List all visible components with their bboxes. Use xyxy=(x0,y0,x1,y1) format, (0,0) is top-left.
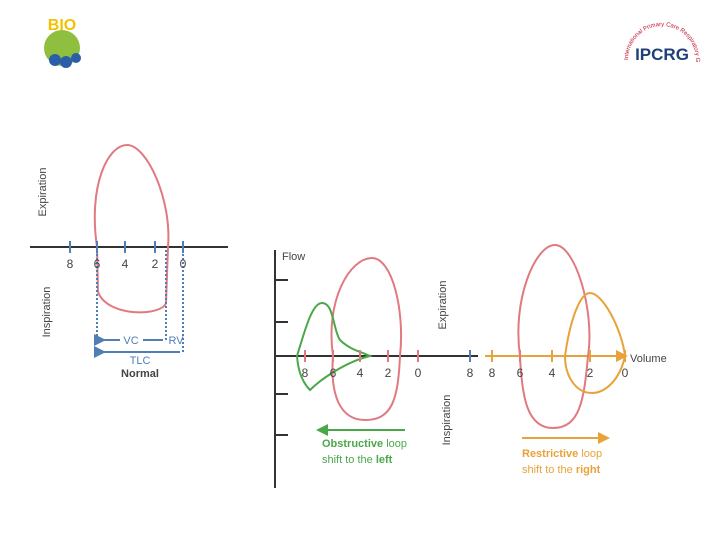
tick-label: 6 xyxy=(517,366,524,380)
caption-rest: loop xyxy=(383,438,407,450)
volume-label: Volume xyxy=(630,353,667,365)
logo-name: IPCRG xyxy=(635,45,689,64)
caption-bold: Restrictive xyxy=(522,448,578,460)
abnormal-diagram: Flow Volume Expiration Inspiration Obstr… xyxy=(274,243,667,488)
normal-diagram: VC RV TLC Normal Expiration Inspiration xyxy=(30,143,228,380)
tick-label: 8 xyxy=(67,257,74,271)
expiration-label: Expiration xyxy=(437,281,449,330)
obstructive-caption-2: shift to the left xyxy=(322,454,393,466)
inspiration-label: Inspiration xyxy=(441,395,453,446)
expiration-label: Expiration xyxy=(37,168,49,217)
tick-label: 2 xyxy=(385,366,392,380)
tick-label: 0 xyxy=(415,366,422,380)
tick-label: 2 xyxy=(152,257,159,271)
caption-bold: left xyxy=(376,454,393,466)
tick-label: 4 xyxy=(357,366,364,380)
tick-label: 8 xyxy=(467,366,474,380)
caption-rest: shift to the xyxy=(322,454,376,466)
inspiration-label: Inspiration xyxy=(41,287,53,338)
vc-label: VC xyxy=(123,335,138,347)
logo-ring: International Primary Care Respiratory G… xyxy=(0,0,700,63)
normal-caption: Normal xyxy=(121,368,159,380)
rv-label: RV xyxy=(168,335,184,347)
tick-label: 4 xyxy=(549,366,556,380)
obstructive-caption: Obstructive loop xyxy=(322,438,407,450)
left-logo: BIO xyxy=(44,17,81,68)
tlc-label: TLC xyxy=(130,355,151,367)
tick-label: 2 xyxy=(587,366,594,380)
flow-label: Flow xyxy=(282,251,305,263)
tick-label: 0 xyxy=(622,366,629,380)
logo-ring-path: International Primary Care Respiratory G… xyxy=(0,0,700,63)
tick-label: 0 xyxy=(180,257,187,271)
caption-rest: shift to the xyxy=(522,464,576,476)
right-logo: International Primary Care Respiratory G… xyxy=(0,0,700,64)
restrictive-caption-2: shift to the right xyxy=(522,464,601,476)
caption-bold: right xyxy=(576,464,601,476)
restrictive-caption: Restrictive loop xyxy=(522,448,602,460)
caption-bold: Obstructive xyxy=(322,438,383,450)
tick-label: 8 xyxy=(302,366,309,380)
logo-text: BIO xyxy=(48,17,76,34)
tick-label: 6 xyxy=(94,257,101,271)
tick-label: 4 xyxy=(122,257,129,271)
caption-rest: loop xyxy=(578,448,602,460)
tick-label: 8 xyxy=(489,366,496,380)
tick-label: 6 xyxy=(330,366,337,380)
